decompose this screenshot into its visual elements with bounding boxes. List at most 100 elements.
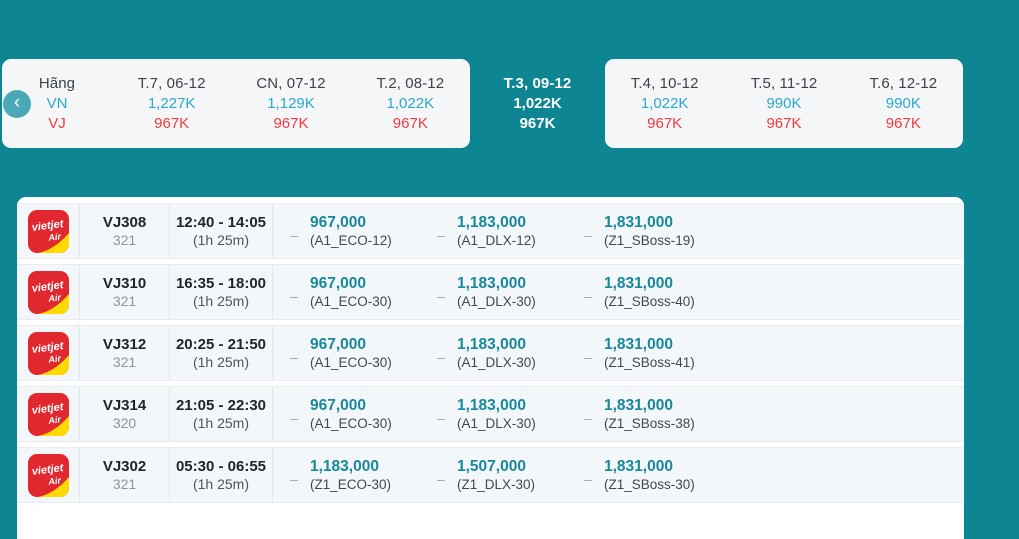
flight-number: VJ312 (102, 336, 147, 353)
date-column-tue-09-12-selected[interactable]: T.3, 09-12 1,022K 967K (470, 59, 605, 148)
svg-text:vietjet: vietjet (31, 278, 65, 294)
fare-dash: – (584, 349, 592, 365)
fare-class: (A1_DLX-12) (457, 233, 536, 248)
fare-dash: – (584, 227, 592, 243)
flight-row-vj302: vietjet Air VJ302 321 05:30 - 06:55 (1h … (17, 447, 964, 503)
time-cell: 16:35 - 18:00 (1h 25m) (170, 265, 273, 319)
fare-option-skyboss[interactable]: – 1,831,000 (Z1_SBoss-19) (567, 204, 714, 258)
fare-price: 1,183,000 (310, 458, 379, 475)
fare-option-deluxe[interactable]: – 1,183,000 (A1_DLX-30) (420, 265, 567, 319)
fare-dash: – (290, 227, 298, 243)
flight-duration: (1h 25m) (192, 354, 250, 370)
flight-row-vj308: vietjet Air VJ308 321 12:40 - 14:05 (1h … (17, 203, 964, 259)
fare-option-skyboss[interactable]: – 1,831,000 (Z1_SBoss-40) (567, 265, 714, 319)
fare-option-eco[interactable]: – 967,000 (A1_ECO-30) (273, 387, 420, 441)
flight-time: 20:25 - 21:50 (175, 336, 267, 353)
fare-option-deluxe[interactable]: – 1,183,000 (A1_DLX-30) (420, 326, 567, 380)
aircraft-type: 321 (112, 293, 137, 309)
fare-class: (Z1_ECO-30) (310, 477, 392, 492)
fare-dash: – (437, 288, 445, 304)
vj-price: 967K (392, 115, 428, 132)
date-column-fri-12-12[interactable]: T.6, 12-12 990K 967K (844, 59, 963, 148)
date-column-mon-08-12[interactable]: T.2, 08-12 1,022K 967K (351, 59, 470, 148)
fare-option-eco[interactable]: – 967,000 (A1_ECO-12) (273, 204, 420, 258)
fare-price: 967,000 (310, 397, 367, 414)
airline-vn-label: VN (46, 95, 68, 112)
fare-class: (Z1_SBoss-19) (604, 233, 695, 248)
fare-option-eco[interactable]: – 967,000 (A1_ECO-30) (273, 265, 420, 319)
back-button[interactable]: ‹ (3, 90, 31, 118)
date-column-wed-10-12[interactable]: T.4, 10-12 1,022K 967K (605, 59, 724, 148)
flight-row-vj312: vietjet Air VJ312 321 20:25 - 21:50 (1h … (17, 325, 964, 381)
date-label: T.7, 06-12 (137, 75, 206, 92)
date-label: T.5, 11-12 (750, 75, 818, 92)
fare-dash: – (290, 410, 298, 426)
date-column-sat-06-12[interactable]: T.7, 06-12 1,227K 967K (112, 59, 231, 148)
vj-price: 967K (519, 115, 556, 132)
vietjet-air-logo: vietjet Air (27, 392, 69, 436)
vietjet-air-logo: vietjet Air (27, 453, 69, 497)
svg-text:vietjet: vietjet (31, 400, 65, 416)
fare-price: 1,183,000 (457, 214, 526, 231)
airline-vj-label: VJ (48, 115, 66, 132)
date-card-left: Hãng VN VJ T.7, 06-12 1,227K 967K CN, 07… (2, 59, 470, 148)
flight-duration: (1h 25m) (192, 232, 250, 248)
flight-row-vj314: vietjet Air VJ314 320 21:05 - 22:30 (1h … (17, 386, 964, 442)
fare-option-eco[interactable]: – 967,000 (A1_ECO-30) (273, 326, 420, 380)
fare-option-deluxe[interactable]: – 1,507,000 (Z1_DLX-30) (420, 448, 567, 502)
chevron-left-icon: ‹ (13, 92, 21, 113)
flight-time: 12:40 - 14:05 (175, 214, 267, 231)
vn-price: 990K (766, 95, 802, 112)
date-label: T.4, 10-12 (630, 75, 699, 92)
svg-text:vietjet: vietjet (31, 217, 65, 233)
fare-option-deluxe[interactable]: – 1,183,000 (A1_DLX-30) (420, 387, 567, 441)
time-cell: 21:05 - 22:30 (1h 25m) (170, 387, 273, 441)
fare-options: – 1,183,000 (Z1_ECO-30) – 1,507,000 (Z1_… (273, 448, 964, 502)
fare-option-skyboss[interactable]: – 1,831,000 (Z1_SBoss-41) (567, 326, 714, 380)
vn-price: 1,022K (640, 95, 689, 112)
fare-price: 1,507,000 (457, 458, 526, 475)
fare-dash: – (584, 471, 592, 487)
date-label: T.2, 08-12 (376, 75, 445, 92)
flight-info-cell: VJ308 321 (80, 204, 170, 258)
time-cell: 12:40 - 14:05 (1h 25m) (170, 204, 273, 258)
fare-option-skyboss[interactable]: – 1,831,000 (Z1_SBoss-38) (567, 387, 714, 441)
fare-option-skyboss[interactable]: – 1,831,000 (Z1_SBoss-30) (567, 448, 714, 502)
fare-dash: – (290, 471, 298, 487)
fare-options: – 967,000 (A1_ECO-30) – 1,183,000 (A1_DL… (273, 265, 964, 319)
vietjet-air-logo: vietjet Air (27, 209, 69, 253)
vn-price: 1,022K (513, 95, 562, 112)
flight-row-vj310: vietjet Air VJ310 321 16:35 - 18:00 (1h … (17, 264, 964, 320)
flight-info-cell: VJ310 321 (80, 265, 170, 319)
fare-options: – 967,000 (A1_ECO-12) – 1,183,000 (A1_DL… (273, 204, 964, 258)
flight-duration: (1h 25m) (192, 476, 250, 492)
fare-class: (A1_ECO-30) (310, 294, 392, 309)
fare-option-eco[interactable]: – 1,183,000 (Z1_ECO-30) (273, 448, 420, 502)
vn-price: 990K (885, 95, 921, 112)
fare-class: (Z1_DLX-30) (457, 477, 536, 492)
date-column-thu-11-12[interactable]: T.5, 11-12 990K 967K (724, 59, 843, 148)
fare-option-deluxe[interactable]: – 1,183,000 (A1_DLX-12) (420, 204, 567, 258)
fare-dash: – (584, 410, 592, 426)
fare-dash: – (290, 288, 298, 304)
date-column-sun-07-12[interactable]: CN, 07-12 1,129K 967K (231, 59, 350, 148)
date-card-right: T.4, 10-12 1,022K 967K T.5, 11-12 990K 9… (605, 59, 963, 148)
flight-number: VJ310 (102, 275, 147, 292)
flight-info-cell: VJ314 320 (80, 387, 170, 441)
fare-price: 1,183,000 (457, 275, 526, 292)
vj-price: 967K (647, 115, 683, 132)
airline-logo-cell: vietjet Air (17, 204, 80, 258)
fare-options: – 967,000 (A1_ECO-30) – 1,183,000 (A1_DL… (273, 326, 964, 380)
airline-column-header: Hãng (38, 75, 76, 92)
fare-price: 1,183,000 (457, 397, 526, 414)
fare-price: 967,000 (310, 336, 367, 353)
aircraft-type: 320 (112, 415, 137, 431)
svg-text:vietjet: vietjet (31, 339, 65, 355)
fare-price: 1,831,000 (604, 458, 673, 475)
airline-logo-cell: vietjet Air (17, 265, 80, 319)
flight-info-cell: VJ302 321 (80, 448, 170, 502)
svg-text:Air: Air (46, 353, 61, 365)
fare-price: 967,000 (310, 275, 367, 292)
airline-logo-cell: vietjet Air (17, 387, 80, 441)
